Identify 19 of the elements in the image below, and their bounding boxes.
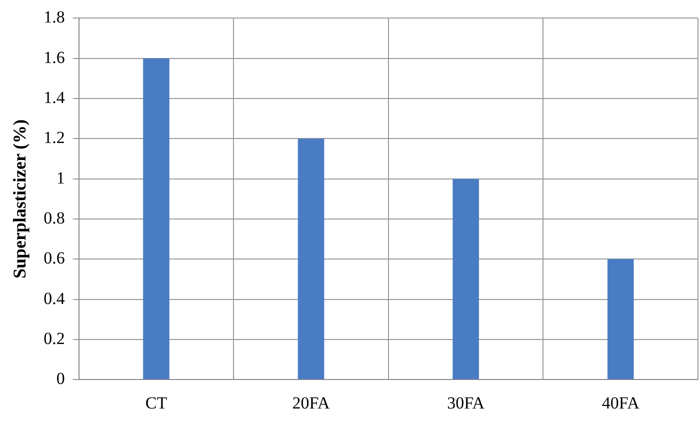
bar <box>143 58 170 380</box>
x-tick-label: CT <box>145 393 168 412</box>
y-tick-label: 0.6 <box>44 248 65 268</box>
y-tick-label: 1.8 <box>44 8 65 27</box>
y-tick-label: 0.4 <box>44 288 66 308</box>
y-tick-label: 1.6 <box>44 48 65 67</box>
bar <box>607 259 634 380</box>
y-tick-label: 0 <box>56 369 65 388</box>
x-tick-label: 20FA <box>292 393 330 412</box>
bar <box>452 178 479 380</box>
y-tick-label: 0.8 <box>44 208 65 228</box>
y-tick-label: 1.4 <box>44 88 66 107</box>
y-tick-label: 1.2 <box>44 128 65 148</box>
y-tick-label: 1 <box>56 168 65 188</box>
y-tick-label: 0.2 <box>44 328 65 348</box>
y-axis-title: Superplasticizer (%) <box>9 119 30 278</box>
x-tick-label: 30FA <box>447 393 486 412</box>
x-tick-label: 40FA <box>602 393 640 412</box>
bar <box>298 138 324 380</box>
